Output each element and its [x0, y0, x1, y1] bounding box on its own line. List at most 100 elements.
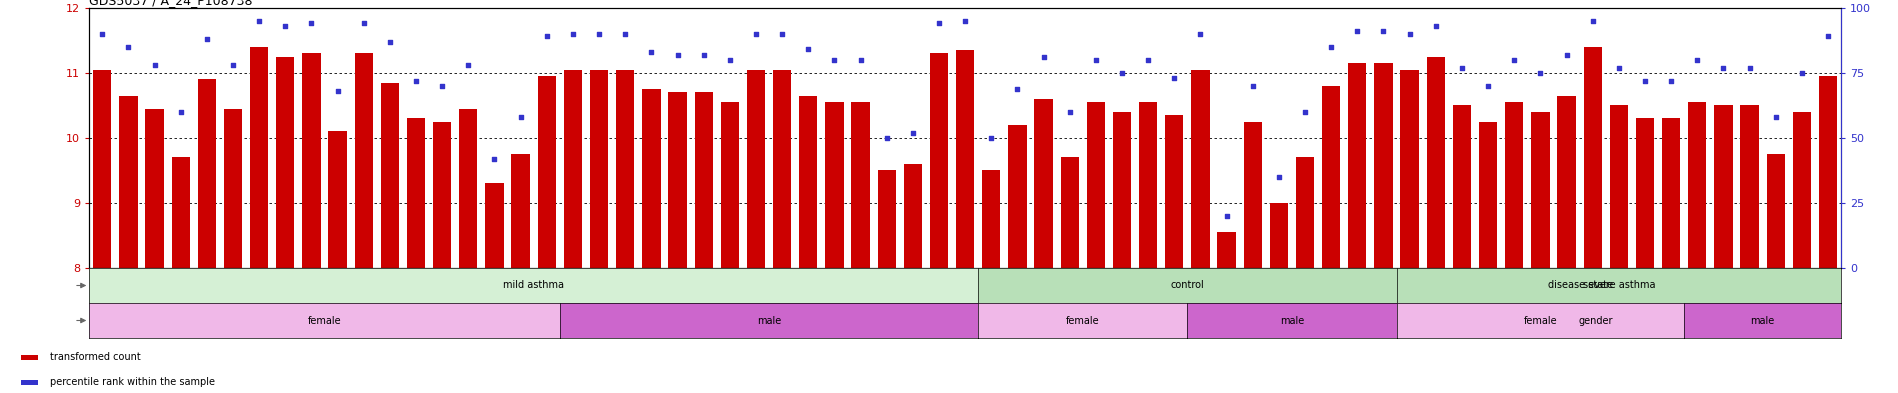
Text: mild asthma: mild asthma: [503, 281, 564, 290]
Point: [1761, 114, 1792, 120]
Bar: [1794, 112, 1811, 268]
Bar: [826, 102, 843, 268]
Text: disease state: disease state: [1549, 281, 1613, 290]
Bar: [21, 355, 38, 360]
Point: [1368, 28, 1399, 35]
Bar: [1558, 95, 1575, 268]
Point: [976, 135, 1006, 141]
Bar: [1034, 99, 1053, 268]
Bar: [1139, 102, 1158, 268]
Text: percentile rank within the sample: percentile rank within the sample: [49, 377, 214, 387]
Bar: [981, 171, 1000, 268]
Point: [636, 49, 666, 55]
Bar: [328, 131, 347, 268]
Text: GDS5037 / A_24_P108738: GDS5037 / A_24_P108738: [89, 0, 252, 7]
Point: [1813, 33, 1843, 40]
Point: [689, 51, 719, 58]
Bar: [903, 164, 922, 268]
Point: [898, 130, 928, 136]
Bar: [1374, 63, 1393, 268]
Bar: [355, 53, 372, 268]
Bar: [564, 70, 583, 268]
Bar: [590, 70, 607, 268]
Point: [1604, 64, 1634, 71]
Bar: [146, 108, 163, 268]
Point: [1342, 28, 1372, 35]
Point: [767, 31, 797, 37]
Point: [662, 51, 693, 58]
Point: [323, 88, 353, 94]
Bar: [721, 102, 738, 268]
Text: gender: gender: [1579, 316, 1613, 325]
Point: [949, 18, 979, 24]
Bar: [251, 47, 268, 268]
Bar: [957, 50, 974, 268]
Text: female: female: [1524, 316, 1556, 325]
Point: [1395, 31, 1425, 37]
Bar: [1583, 47, 1602, 268]
Bar: [486, 184, 503, 268]
Point: [139, 62, 169, 68]
Bar: [1505, 102, 1524, 268]
Bar: [1479, 122, 1498, 268]
Point: [374, 39, 404, 45]
Point: [1499, 57, 1530, 63]
Bar: [459, 108, 478, 268]
Bar: [1008, 125, 1027, 268]
Point: [1473, 83, 1503, 89]
Bar: [171, 158, 190, 268]
Bar: [695, 92, 714, 268]
Point: [1211, 213, 1241, 219]
Text: male: male: [757, 316, 782, 325]
Bar: [511, 154, 530, 268]
Bar: [93, 70, 112, 268]
Point: [845, 57, 875, 63]
Bar: [930, 53, 949, 268]
Point: [400, 77, 431, 84]
Point: [1264, 174, 1294, 180]
Bar: [1165, 115, 1184, 268]
Point: [585, 31, 615, 37]
Bar: [1636, 118, 1655, 268]
Bar: [1192, 70, 1209, 268]
Bar: [1401, 70, 1420, 268]
Text: female: female: [307, 316, 342, 325]
Point: [270, 23, 300, 29]
Bar: [1270, 203, 1289, 268]
Point: [349, 20, 380, 27]
Point: [716, 57, 746, 63]
Point: [1682, 57, 1712, 63]
Bar: [1427, 57, 1444, 268]
Bar: [746, 70, 765, 268]
Bar: [1243, 122, 1262, 268]
Bar: [433, 122, 452, 268]
Bar: [21, 380, 38, 385]
Point: [505, 114, 535, 120]
Point: [165, 109, 195, 115]
Point: [740, 31, 771, 37]
Bar: [1714, 105, 1733, 268]
Bar: [1323, 86, 1340, 268]
Point: [1551, 51, 1581, 58]
Point: [1133, 57, 1163, 63]
Point: [427, 83, 457, 89]
Point: [218, 62, 249, 68]
Bar: [381, 83, 399, 268]
Point: [531, 33, 562, 40]
Point: [87, 31, 118, 37]
Point: [1526, 70, 1556, 76]
Bar: [642, 89, 661, 268]
Point: [1184, 31, 1215, 37]
Bar: [1687, 102, 1706, 268]
Bar: [852, 102, 869, 268]
Point: [924, 20, 955, 27]
Point: [1237, 83, 1268, 89]
Point: [296, 20, 326, 27]
Point: [480, 156, 511, 162]
Text: male: male: [1279, 316, 1304, 325]
Text: male: male: [1750, 316, 1775, 325]
Bar: [1532, 112, 1549, 268]
Point: [1630, 77, 1661, 84]
Point: [820, 57, 850, 63]
Bar: [1767, 154, 1784, 268]
